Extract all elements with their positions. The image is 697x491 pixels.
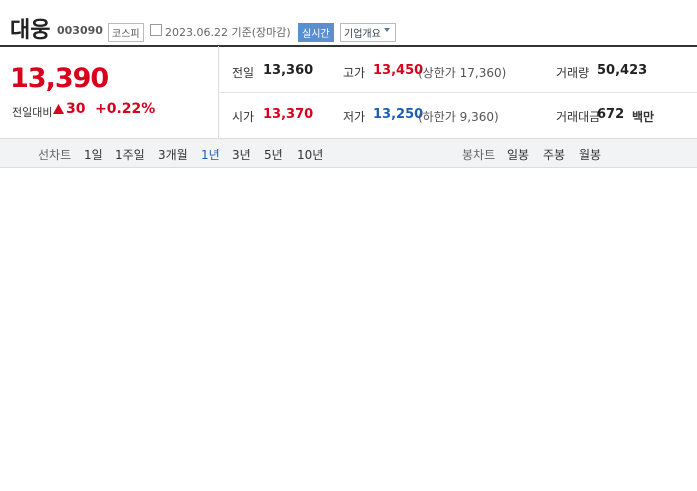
stock-name: 대웅 xyxy=(10,18,51,43)
stat-value: 13,360 xyxy=(263,63,314,78)
divider xyxy=(0,45,697,47)
tab[interactable]: 월봉 xyxy=(579,148,602,162)
stat-label: 시가 xyxy=(232,110,255,124)
tab[interactable]: 3년 xyxy=(232,148,251,162)
stat-value: 50,423 xyxy=(597,63,648,78)
stat-unit: 백만 xyxy=(632,110,655,124)
tab-bar xyxy=(0,138,697,168)
chart xyxy=(0,170,697,491)
stat-note: (하한가 9,360) xyxy=(418,110,499,124)
tab[interactable]: 1년 xyxy=(201,148,220,162)
market-badge: 코스피 xyxy=(108,23,144,42)
stat-label: 저가 xyxy=(343,110,366,124)
tab[interactable]: 1주일 xyxy=(115,148,145,162)
change: 30 xyxy=(66,101,86,117)
stat-value: 13,450 xyxy=(373,63,424,78)
dropdown-arrow xyxy=(384,28,390,35)
tab[interactable]: 3개월 xyxy=(158,148,188,162)
realtime-button[interactable]: 실시간 xyxy=(298,23,334,42)
divider xyxy=(218,92,697,93)
date: 2023.06.22 기준(장마감) xyxy=(165,26,291,39)
calendar-icon xyxy=(150,24,162,36)
tab[interactable]: 5년 xyxy=(264,148,283,162)
price: 13,390 xyxy=(10,63,109,94)
tab[interactable]: 주봉 xyxy=(543,148,566,162)
tab-group-label: 선차트 xyxy=(38,148,72,162)
change-label: 전일대비 xyxy=(12,106,53,119)
tab[interactable]: 일봉 xyxy=(507,148,530,162)
company-info-dropdown[interactable]: 기업개요 xyxy=(340,23,396,42)
tab[interactable]: 10년 xyxy=(297,148,324,162)
stock-code: 003090 xyxy=(57,24,103,37)
stat-label: 전일 xyxy=(232,66,255,80)
stat-note: (상한가 17,360) xyxy=(418,66,507,80)
stat-value: 13,370 xyxy=(263,107,314,122)
change-pct: +0.22% xyxy=(95,101,156,117)
stat-label: 거래량 xyxy=(556,66,590,80)
tab-group-label: 봉차트 xyxy=(462,148,496,162)
stat-label: 고가 xyxy=(343,66,366,80)
up-arrow: 11,67514,92718,17921,43124,68327,93531,1… xyxy=(53,104,64,114)
tab[interactable]: 1일 xyxy=(84,148,103,162)
stat-label: 거래대금 xyxy=(556,110,601,124)
stat-value: 13,250 xyxy=(373,107,424,122)
stat-value: 672 xyxy=(597,107,625,122)
